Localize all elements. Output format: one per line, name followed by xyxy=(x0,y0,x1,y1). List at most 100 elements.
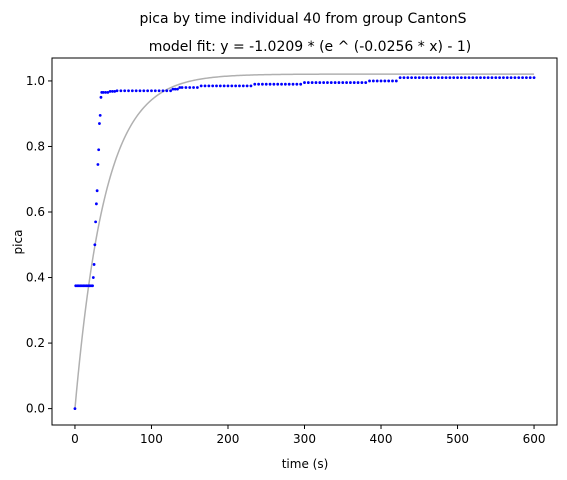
chart-title: pica by time individual 40 from group Ca… xyxy=(139,11,466,27)
data-point xyxy=(406,76,410,80)
data-point xyxy=(91,284,94,288)
data-point xyxy=(150,89,153,93)
fit-curve xyxy=(74,73,535,409)
data-point xyxy=(192,86,195,89)
data-point xyxy=(349,81,352,84)
data-point xyxy=(360,81,364,84)
data-point xyxy=(73,407,77,411)
y-tick-label: 0.2 xyxy=(26,336,45,350)
data-point xyxy=(268,82,272,86)
data-point xyxy=(322,81,326,84)
data-point xyxy=(513,76,517,80)
data-point xyxy=(368,79,371,83)
data-point xyxy=(437,76,440,80)
data-point xyxy=(352,81,356,84)
data-point xyxy=(108,90,112,93)
x-tick-label: 400 xyxy=(370,432,393,446)
data-point xyxy=(329,81,333,84)
data-point xyxy=(444,76,448,80)
data-point xyxy=(456,76,459,80)
data-point xyxy=(203,84,207,88)
data-point xyxy=(394,79,398,83)
data-point xyxy=(371,79,375,83)
data-point xyxy=(171,87,175,91)
data-point xyxy=(521,76,524,80)
data-point xyxy=(272,82,276,86)
data-point xyxy=(467,76,471,80)
data-point xyxy=(375,79,379,83)
data-point xyxy=(410,76,414,80)
data-point xyxy=(257,82,260,86)
data-point xyxy=(318,81,322,84)
data-point xyxy=(119,89,123,93)
data-point xyxy=(92,263,96,266)
data-point xyxy=(138,89,142,93)
data-point xyxy=(452,76,456,80)
data-point xyxy=(391,79,394,83)
data-point xyxy=(178,86,182,89)
data-point xyxy=(326,81,329,84)
y-axis: 0.0 0.2 0.4 0.6 0.8 1.0 xyxy=(26,74,52,416)
data-point xyxy=(379,79,383,83)
data-point xyxy=(459,76,463,80)
data-point xyxy=(111,90,114,93)
data-point xyxy=(299,82,303,86)
data-point xyxy=(341,81,345,84)
data-point xyxy=(207,84,211,88)
data-point xyxy=(222,84,226,88)
data-point xyxy=(101,91,105,94)
data-point xyxy=(421,76,425,80)
data-point xyxy=(276,82,280,86)
data-point xyxy=(180,86,184,89)
data-point xyxy=(364,81,368,84)
data-point xyxy=(97,148,101,152)
data-point xyxy=(94,202,98,206)
data-point xyxy=(115,89,119,93)
data-point xyxy=(283,82,287,86)
data-point xyxy=(241,84,245,88)
data-point xyxy=(287,82,291,86)
plot-area xyxy=(73,73,536,411)
data-point xyxy=(524,76,528,80)
data-point xyxy=(249,84,253,88)
data-point xyxy=(153,89,157,93)
data-point xyxy=(482,76,486,80)
data-point xyxy=(253,82,257,86)
data-point xyxy=(528,76,532,80)
data-point xyxy=(306,81,310,84)
data-point xyxy=(414,76,417,80)
x-tick-label: 200 xyxy=(217,432,240,446)
data-point xyxy=(195,86,199,89)
data-point xyxy=(96,163,100,166)
x-tick-label: 100 xyxy=(140,432,163,446)
x-axis-label: time (s) xyxy=(282,457,329,471)
data-point xyxy=(398,76,402,80)
y-tick-label: 0.4 xyxy=(26,271,45,285)
data-point xyxy=(498,76,502,80)
data-point xyxy=(490,76,494,80)
data-point xyxy=(93,243,97,247)
data-point xyxy=(383,79,387,83)
data-point xyxy=(314,81,318,84)
x-tick-label: 0 xyxy=(71,432,79,446)
data-point xyxy=(425,76,429,80)
data-point xyxy=(448,76,452,80)
data-point xyxy=(479,76,482,80)
data-point xyxy=(165,89,169,93)
plot-frame xyxy=(51,57,558,426)
data-point xyxy=(218,84,222,88)
data-point xyxy=(134,89,138,93)
data-point xyxy=(226,84,230,88)
data-point xyxy=(261,82,264,86)
data-point xyxy=(113,90,117,93)
data-point xyxy=(99,95,103,99)
data-point xyxy=(475,76,479,80)
data-point xyxy=(104,91,107,94)
data-point xyxy=(440,76,444,80)
data-point xyxy=(211,84,215,88)
y-tick-label: 0.0 xyxy=(26,402,45,416)
data-point xyxy=(494,76,498,80)
data-point xyxy=(142,89,146,93)
data-point xyxy=(98,113,102,117)
